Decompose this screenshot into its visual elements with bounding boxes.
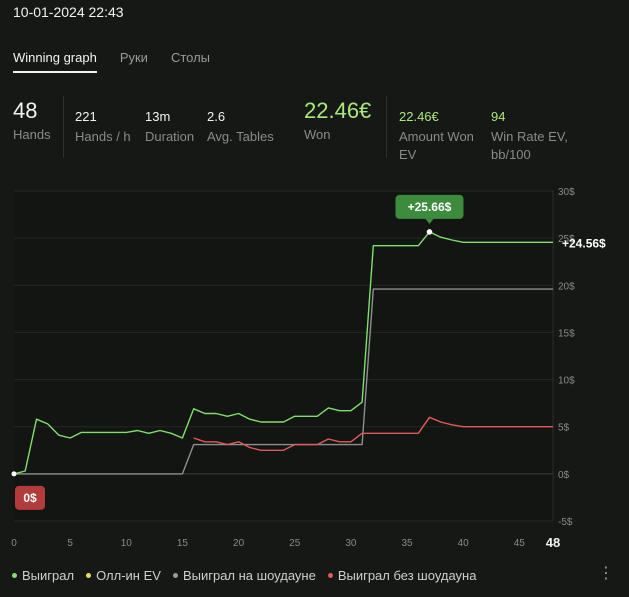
x-tick-label: 25	[289, 538, 301, 549]
stat-hands-value: 48	[13, 98, 38, 123]
plot-area	[14, 191, 553, 521]
legend-allin-ev-label: Олл-ин EV	[96, 568, 161, 583]
x-tick-label: 5	[67, 538, 73, 549]
tab-hands[interactable]: Руки	[119, 50, 148, 65]
legend-showdown-label: Выиграл на шоудауне	[182, 568, 316, 583]
x-tick-label: 20	[233, 538, 245, 549]
stat-win-rate-ev-label-2: bb/100	[491, 147, 531, 162]
y-tick-label: 10$	[558, 376, 575, 387]
chart-legend: Выиграл Олл-ин EV Выиграл на шоудауне Вы…	[12, 568, 488, 583]
stats-divider	[386, 96, 387, 158]
y-tick-label: 25$	[558, 234, 575, 245]
stat-hands-per-hour-label: Hands / h	[75, 129, 131, 144]
legend-item-allin-ev[interactable]: Олл-ин EV	[86, 568, 161, 583]
stat-hands-per-hour-value: 221	[75, 109, 97, 124]
legend-non-showdown-swatch	[327, 573, 333, 578]
stat-duration-label: Duration	[145, 129, 195, 144]
legend-item-won[interactable]: Выиграл	[12, 568, 74, 583]
stat-avg-tables-label: Avg. Tables	[207, 129, 274, 144]
legend-non-showdown-label: Выиграл без шоудауна	[337, 568, 477, 583]
start-label-box	[15, 485, 45, 510]
chart-svg: 30$ 25$ 20$ 15$ 10$ 5$ 0$ -5$ 0 5 10 15 20 25 30 35 40 45…	[11, 187, 606, 550]
series-line	[14, 288, 553, 475]
x-tick-label: 15	[177, 538, 189, 549]
series-line	[193, 416, 553, 451]
tab-winning-graph[interactable]: Winning graph	[13, 50, 97, 73]
series-line	[13, 231, 553, 475]
stat-won-value: 22.46€	[304, 98, 372, 123]
stat-duration: 13m Duration	[145, 96, 194, 146]
legend-showdown-swatch	[172, 573, 178, 578]
y-tick-label: 20$	[558, 281, 575, 292]
stats-panel: 48 Hands 221 Hands / h 13m Duration 2.6 …	[13, 96, 613, 166]
session-date: 10-01-2024 22:43	[13, 4, 124, 20]
x-tick-label: 35	[401, 538, 413, 549]
stat-amount-won-ev: 22.46€ Amount Won EV	[399, 96, 474, 164]
stat-amount-won-ev-label-1: Amount Won	[399, 129, 474, 144]
more-options-icon[interactable]: ⋮	[598, 565, 614, 582]
stat-avg-tables: 2.6 Avg. Tables	[207, 96, 274, 146]
legend-won-label: Выиграл	[22, 568, 75, 583]
stat-amount-won-ev-label-2: EV	[399, 147, 417, 162]
start-point	[11, 471, 17, 477]
stat-won-label: Won	[304, 127, 331, 142]
stat-won: 22.46€ Won	[304, 96, 371, 144]
peak-label-box	[395, 194, 464, 219]
stat-win-rate-ev: 94 Win Rate EV, bb/100	[491, 96, 568, 164]
x-last-tick-label: 48	[546, 535, 560, 550]
legend-allin-ev-swatch	[86, 573, 92, 578]
y-tick-label: 0$	[558, 470, 570, 481]
stat-win-rate-ev-label-1: Win Rate EV,	[491, 129, 568, 144]
stat-duration-value: 13m	[145, 109, 171, 124]
x-tick-label: 0	[11, 538, 17, 549]
peak-point	[426, 229, 433, 235]
y-tick-label: -5$	[558, 517, 573, 528]
x-tick-label: 45	[514, 538, 526, 549]
legend-won-swatch	[12, 573, 17, 578]
x-tick-label: 10	[121, 538, 133, 549]
x-tick-label: 40	[458, 538, 470, 549]
tab-tables[interactable]: Столы	[170, 50, 211, 65]
legend-item-showdown[interactable]: Выиграл на шоудауне	[172, 568, 316, 583]
stat-hands-label: Hands	[13, 127, 51, 142]
stat-amount-won-ev-value: 22.46€	[399, 109, 439, 124]
tab-bar: Winning graph Руки Столы	[13, 50, 233, 73]
stat-hands: 48 Hands	[13, 96, 51, 144]
stats-divider	[63, 96, 64, 158]
y-tick-label: 30$	[558, 187, 575, 198]
peak-label-pointer	[425, 218, 434, 224]
stat-avg-tables-value: 2.6	[207, 109, 226, 124]
end-value-label: +24.56$	[562, 236, 606, 250]
x-tick-label: 30	[345, 538, 357, 549]
start-label: 0$	[23, 491, 37, 505]
peak-label: +25.66$	[408, 200, 452, 214]
stat-hands-per-hour: 221 Hands / h	[75, 96, 131, 146]
y-tick-label: 15$	[558, 328, 575, 339]
legend-item-non-showdown[interactable]: Выиграл без шоудауна	[327, 568, 477, 583]
stat-win-rate-ev-value: 94	[491, 109, 506, 124]
y-tick-label: 5$	[558, 423, 570, 434]
winning-graph-chart[interactable]: 30$ 25$ 20$ 15$ 10$ 5$ 0$ -5$ 0 5 10 15 20 25 30 35 40 45…	[0, 185, 629, 555]
